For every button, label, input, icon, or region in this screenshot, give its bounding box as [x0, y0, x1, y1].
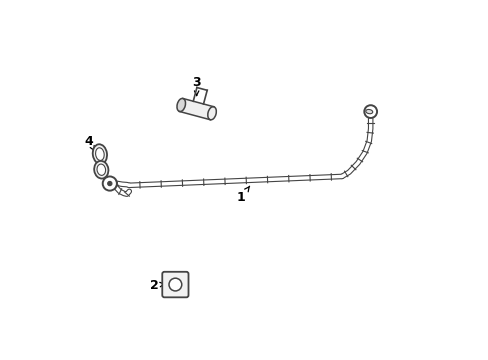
Text: 4: 4: [85, 135, 94, 151]
Text: 3: 3: [192, 76, 201, 95]
Ellipse shape: [95, 148, 104, 161]
Polygon shape: [179, 99, 213, 120]
Text: 1: 1: [236, 186, 249, 204]
Ellipse shape: [97, 164, 105, 175]
Text: 2: 2: [149, 279, 164, 292]
Ellipse shape: [207, 107, 216, 120]
Ellipse shape: [177, 98, 185, 112]
Ellipse shape: [94, 161, 108, 179]
Circle shape: [364, 105, 376, 118]
Ellipse shape: [93, 144, 107, 164]
Circle shape: [102, 176, 117, 191]
Ellipse shape: [365, 109, 372, 114]
Circle shape: [107, 181, 112, 186]
Circle shape: [169, 278, 182, 291]
FancyBboxPatch shape: [162, 272, 188, 297]
